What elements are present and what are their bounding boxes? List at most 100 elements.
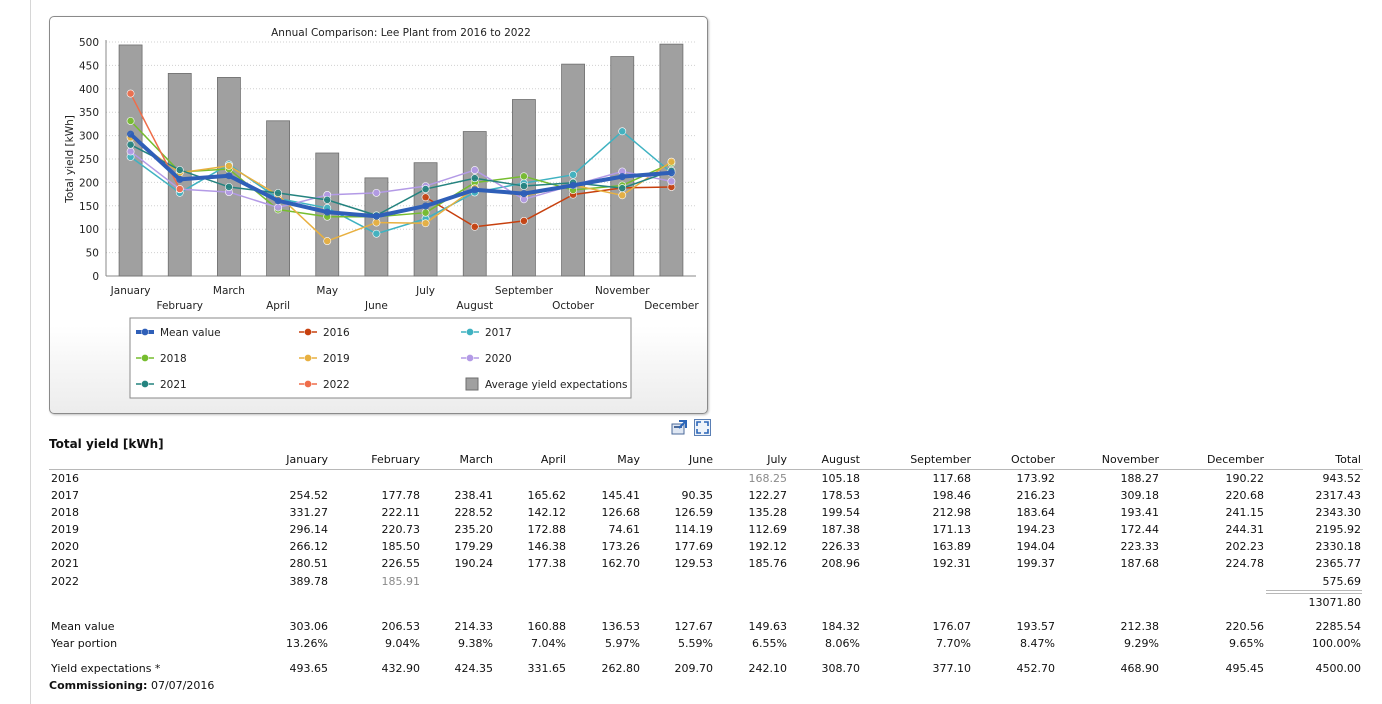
table-cell: 190.24 <box>454 557 494 570</box>
chart-title: Annual Comparison: Lee Plant from 2016 t… <box>271 27 531 39</box>
legend-label-2019: 2019 <box>323 353 350 365</box>
table-cell: 129.53 <box>674 557 714 570</box>
legend-marker-2020 <box>466 354 474 362</box>
summary-cell: 149.63 <box>748 620 788 633</box>
point-2021 <box>225 183 233 191</box>
point-2017 <box>569 170 577 179</box>
point-mean-value <box>618 173 626 181</box>
summary-row-label: Year portion <box>51 637 118 650</box>
y-tick-label: 400 <box>79 84 99 96</box>
table-cell: 162.70 <box>601 557 641 570</box>
table-cell: 163.89 <box>932 540 972 553</box>
point-2018 <box>520 172 528 181</box>
series-line-2019 <box>130 136 672 242</box>
column-header: Total <box>1335 453 1361 466</box>
point-2016 <box>470 222 479 231</box>
x-tick-label: October <box>552 300 595 312</box>
table-cell: 90.35 <box>681 489 714 502</box>
point-2020 <box>372 188 381 197</box>
summary-cell: 303.06 <box>289 620 329 633</box>
table-title: Total yield [kWh] <box>49 437 164 451</box>
point-mean-value <box>471 186 479 194</box>
table-cell: 126.68 <box>601 506 641 519</box>
bar-october <box>561 63 585 277</box>
column-header: December <box>1206 453 1264 466</box>
row-label: 2022 <box>51 575 79 588</box>
left-divider <box>30 0 31 704</box>
table-cell: 226.33 <box>821 540 861 553</box>
point-2021 <box>470 174 479 183</box>
legend-marker-mean-value <box>141 328 149 336</box>
point-2022 <box>175 185 184 193</box>
table-cell: 177.38 <box>527 557 567 570</box>
legend-marker-2017 <box>466 328 474 336</box>
table-cell: 117.68 <box>932 472 972 485</box>
row-label: 2020 <box>51 540 79 553</box>
y-tick-label: 350 <box>79 107 99 119</box>
point-mean-value <box>520 190 528 198</box>
table-cell: 187.68 <box>1120 557 1160 570</box>
table-cell: 179.29 <box>454 540 494 553</box>
bar-august <box>462 131 487 277</box>
x-tick-label: November <box>595 285 650 297</box>
point-mean-value <box>323 208 331 216</box>
column-header: April <box>540 453 566 466</box>
table-cell: 943.52 <box>1322 472 1362 485</box>
y-tick-label: 300 <box>79 131 99 143</box>
column-header: November <box>1101 453 1159 466</box>
y-tick-label: 0 <box>92 271 99 283</box>
point-2021 <box>618 184 627 193</box>
point-2020 <box>274 203 282 212</box>
total-rule <box>1266 590 1362 591</box>
table-cell: 241.15 <box>1225 506 1265 519</box>
summary-cell: 220.56 <box>1225 620 1265 633</box>
table-cell: 235.20 <box>454 523 494 536</box>
summary-cell: 209.70 <box>674 662 714 675</box>
table-cell: 575.69 <box>1322 575 1362 588</box>
table-cell: 122.27 <box>748 489 788 502</box>
summary-cell: 193.57 <box>1016 620 1056 633</box>
table-cell: 220.68 <box>1225 489 1265 502</box>
header-rule <box>49 469 1363 470</box>
point-2019 <box>225 162 233 170</box>
grand-total: 13071.80 <box>1308 596 1362 609</box>
x-tick-label: September <box>495 285 554 297</box>
x-tick-label: January <box>110 285 151 297</box>
summary-cell: 214.33 <box>454 620 494 633</box>
y-axis-label: Total yield [kWh] <box>64 115 76 204</box>
y-tick-label: 450 <box>79 60 99 72</box>
summary-row-label: Yield expectations * <box>51 662 161 675</box>
summary-cell: 331.65 <box>527 662 567 675</box>
x-tick-label: May <box>316 285 338 297</box>
table-cell: 74.61 <box>608 523 641 536</box>
fullscreen-icon[interactable] <box>694 419 711 436</box>
point-2021 <box>274 189 282 197</box>
point-2021 <box>323 195 332 204</box>
commissioning-label: Commissioning: <box>49 679 148 692</box>
row-label: 2017 <box>51 489 79 502</box>
table-cell: 331.27 <box>289 506 329 519</box>
summary-cell: 9.04% <box>385 637 420 650</box>
summary-cell: 212.38 <box>1120 620 1160 633</box>
point-mean-value <box>176 175 184 183</box>
summary-cell: 7.70% <box>936 637 971 650</box>
table-cell: 185.76 <box>748 557 788 570</box>
table-cell: 173.92 <box>1016 472 1056 485</box>
table-cell: 280.51 <box>289 557 329 570</box>
table-cell: 2365.77 <box>1315 557 1362 570</box>
point-mean-value <box>372 212 380 220</box>
point-mean-value <box>225 172 233 180</box>
column-header: August <box>821 453 861 466</box>
summary-cell: 432.90 <box>381 662 421 675</box>
table-cell: 114.19 <box>674 523 714 536</box>
table-cell: 190.22 <box>1225 472 1265 485</box>
table-cell: 168.25 <box>748 472 788 485</box>
table-cell: 142.12 <box>527 506 567 519</box>
series-line-mean-value <box>129 132 672 219</box>
point-2017 <box>618 127 627 136</box>
export-chart-icon[interactable] <box>671 419 688 436</box>
summary-cell: 127.67 <box>674 620 714 633</box>
point-mean-value <box>569 181 577 189</box>
summary-cell: 7.04% <box>531 637 566 650</box>
summary-cell: 4500.00 <box>1315 662 1362 675</box>
